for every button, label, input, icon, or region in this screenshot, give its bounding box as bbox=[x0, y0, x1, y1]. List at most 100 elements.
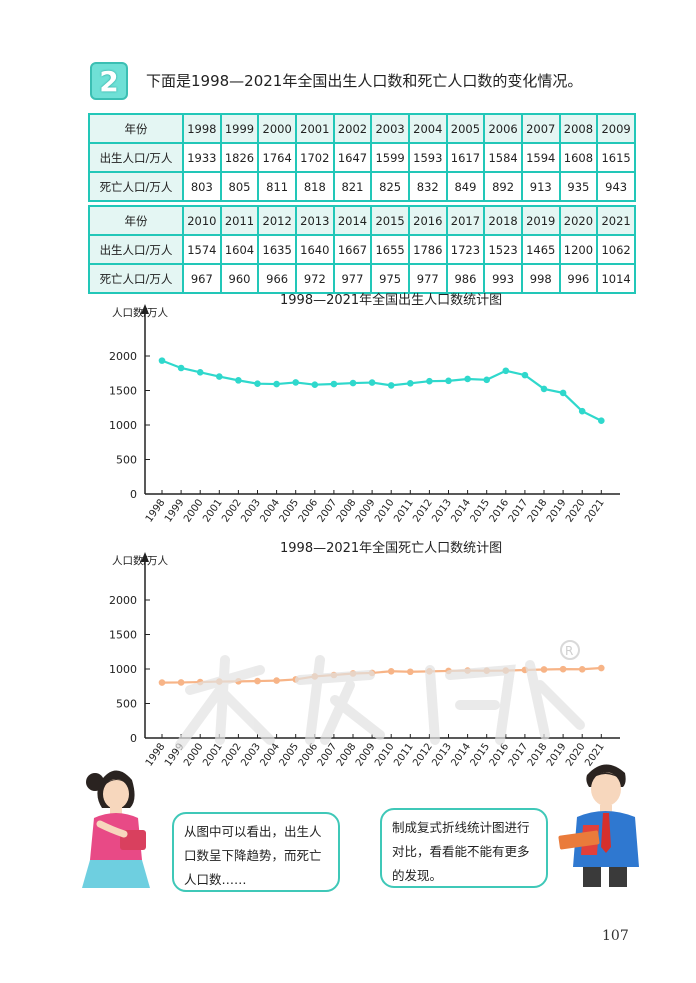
table-cell: 2014 bbox=[332, 205, 373, 236]
data-table: 年份 1998 1999 2000 2001 2002 2003 2004 2005 2006 2… bbox=[88, 113, 636, 294]
girl-illustration bbox=[82, 770, 150, 888]
boy-speech-bubble: 制成复式折线统计图进行对比，看看能不能有更多的发现。 bbox=[380, 808, 548, 888]
table-cell: 2003 bbox=[370, 113, 410, 144]
table-cell: 811 bbox=[257, 171, 297, 202]
data-point bbox=[521, 371, 529, 379]
table-row-births: 出生人口/万人 1933 1826 1764 1702 1647 1599 1593 1617… bbox=[88, 142, 636, 173]
table-cell: 832 bbox=[407, 171, 448, 202]
table-cell: 1615 bbox=[596, 142, 636, 173]
table-cell: 892 bbox=[483, 171, 523, 202]
table-cell: 1574 bbox=[182, 234, 222, 265]
data-point bbox=[445, 377, 452, 385]
table-cell: 803 bbox=[182, 171, 222, 202]
table-cell: 977 bbox=[407, 263, 448, 294]
table-row-births: 出生人口/万人 1574 1604 1635 1640 1667 1655 1786 1723… bbox=[88, 234, 636, 265]
table-cell: 1998 bbox=[182, 113, 222, 144]
table-cell: 1200 bbox=[558, 234, 599, 265]
data-point bbox=[598, 417, 605, 425]
y-tick-label: 2000 bbox=[109, 594, 137, 607]
birth-header: 出生人口/万人 bbox=[88, 142, 184, 173]
x-tick-label: 2019 bbox=[545, 497, 569, 524]
data-point bbox=[559, 665, 567, 673]
table-cell: 986 bbox=[445, 263, 486, 294]
table-cell: 2018 bbox=[483, 205, 523, 236]
table-row-deaths: 死亡人口/万人 803 805 811 818 821 825 832 849 892 913 93… bbox=[88, 171, 636, 202]
table-cell: 805 bbox=[219, 171, 260, 202]
y-tick-label: 1000 bbox=[109, 419, 137, 432]
table-cell: 966 bbox=[257, 263, 297, 294]
page-number: 107 bbox=[602, 928, 629, 944]
table-cell: 2011 bbox=[219, 205, 260, 236]
data-point bbox=[235, 377, 242, 384]
table-cell: 1014 bbox=[596, 263, 636, 294]
data-point bbox=[426, 377, 433, 385]
table-cell: 2012 bbox=[257, 205, 297, 236]
table-cell: 825 bbox=[370, 171, 410, 202]
data-point bbox=[273, 677, 280, 684]
death-header: 死亡人口/万人 bbox=[88, 263, 184, 294]
table-cell: 967 bbox=[182, 263, 222, 294]
table-cell: 1999 bbox=[219, 113, 260, 144]
series-line bbox=[161, 359, 602, 422]
girl-speech-text: 从图中可以看出，出生人口数呈下降趋势，而死亡人口数…… bbox=[184, 824, 322, 887]
table-cell: 2002 bbox=[332, 113, 373, 144]
table-cell: 2007 bbox=[520, 113, 561, 144]
y-axis-arrow bbox=[141, 304, 149, 314]
data-point bbox=[598, 664, 605, 672]
data-point bbox=[158, 357, 166, 364]
problem-number-badge: 2 bbox=[90, 62, 128, 100]
table-cell: 1584 bbox=[483, 142, 523, 173]
table-row-deaths: 死亡人口/万人 967 960 966 972 977 975 977 986 993 998 99… bbox=[88, 263, 636, 294]
chart-title: 1998—2021年全国出生人口数统计图 bbox=[280, 292, 502, 308]
table-cell: 993 bbox=[483, 263, 523, 294]
data-point bbox=[311, 381, 319, 389]
x-tick-label: 2000 bbox=[182, 497, 206, 524]
table-cell: 1523 bbox=[483, 234, 523, 265]
data-point bbox=[273, 380, 280, 388]
data-point bbox=[349, 379, 357, 387]
data-point bbox=[158, 679, 166, 686]
table-cell: 2019 bbox=[520, 205, 561, 236]
table-row-years: 年份 2010 2011 2012 2013 2014 2015 2016 2017 2018 2… bbox=[88, 205, 636, 236]
table-cell: 849 bbox=[445, 171, 486, 202]
data-point bbox=[254, 677, 261, 685]
x-tick-label: 2004 bbox=[258, 497, 282, 524]
table-cell: 943 bbox=[596, 171, 636, 202]
boy-illustration bbox=[558, 764, 639, 887]
table-cell: 1599 bbox=[370, 142, 410, 173]
table-cell: 1593 bbox=[407, 142, 448, 173]
death-line-chart: 1998—2021年全国死亡人口数统计图人口数/万人年份050010001500… bbox=[109, 540, 620, 768]
table-cell: 913 bbox=[520, 171, 561, 202]
data-point bbox=[177, 679, 185, 686]
data-point bbox=[387, 382, 395, 389]
table-cell: 996 bbox=[558, 263, 599, 294]
table-cell: 960 bbox=[219, 263, 260, 294]
table-cell: 935 bbox=[558, 171, 599, 202]
table-cell: 1635 bbox=[257, 234, 297, 265]
data-point bbox=[578, 665, 586, 673]
x-tick-label: 2006 bbox=[297, 497, 321, 524]
x-tick-label: 2013 bbox=[430, 497, 454, 524]
table-cell: 1723 bbox=[445, 234, 486, 265]
table-cell: 2004 bbox=[407, 113, 448, 144]
y-tick-label: 500 bbox=[116, 698, 137, 711]
data-point bbox=[196, 368, 204, 376]
y-axis-arrow bbox=[141, 552, 149, 562]
x-tick-label: 2014 bbox=[449, 497, 473, 524]
y-tick-label: 2000 bbox=[109, 350, 137, 363]
table-cell: 1933 bbox=[182, 142, 222, 173]
y-axis-label: 人口数/万人 bbox=[112, 554, 169, 567]
data-point bbox=[216, 373, 223, 380]
data-table-part-1: 年份 1998 1999 2000 2001 2002 2003 2004 2005 2006 2… bbox=[88, 113, 636, 202]
x-tick-label: 2011 bbox=[392, 497, 416, 524]
girl-speech-bubble: 从图中可以看出，出生人口数呈下降趋势，而死亡人口数…… bbox=[172, 812, 340, 892]
y-tick-label: 1000 bbox=[109, 663, 137, 676]
data-point bbox=[483, 376, 491, 384]
y-axis-label: 人口数/万人 bbox=[112, 306, 169, 319]
x-tick-label: 2009 bbox=[354, 497, 378, 524]
data-point bbox=[177, 364, 185, 372]
table-cell: 2015 bbox=[370, 205, 410, 236]
data-point bbox=[387, 667, 395, 675]
y-tick-label: 0 bbox=[130, 488, 137, 501]
table-cell: 1465 bbox=[520, 234, 561, 265]
